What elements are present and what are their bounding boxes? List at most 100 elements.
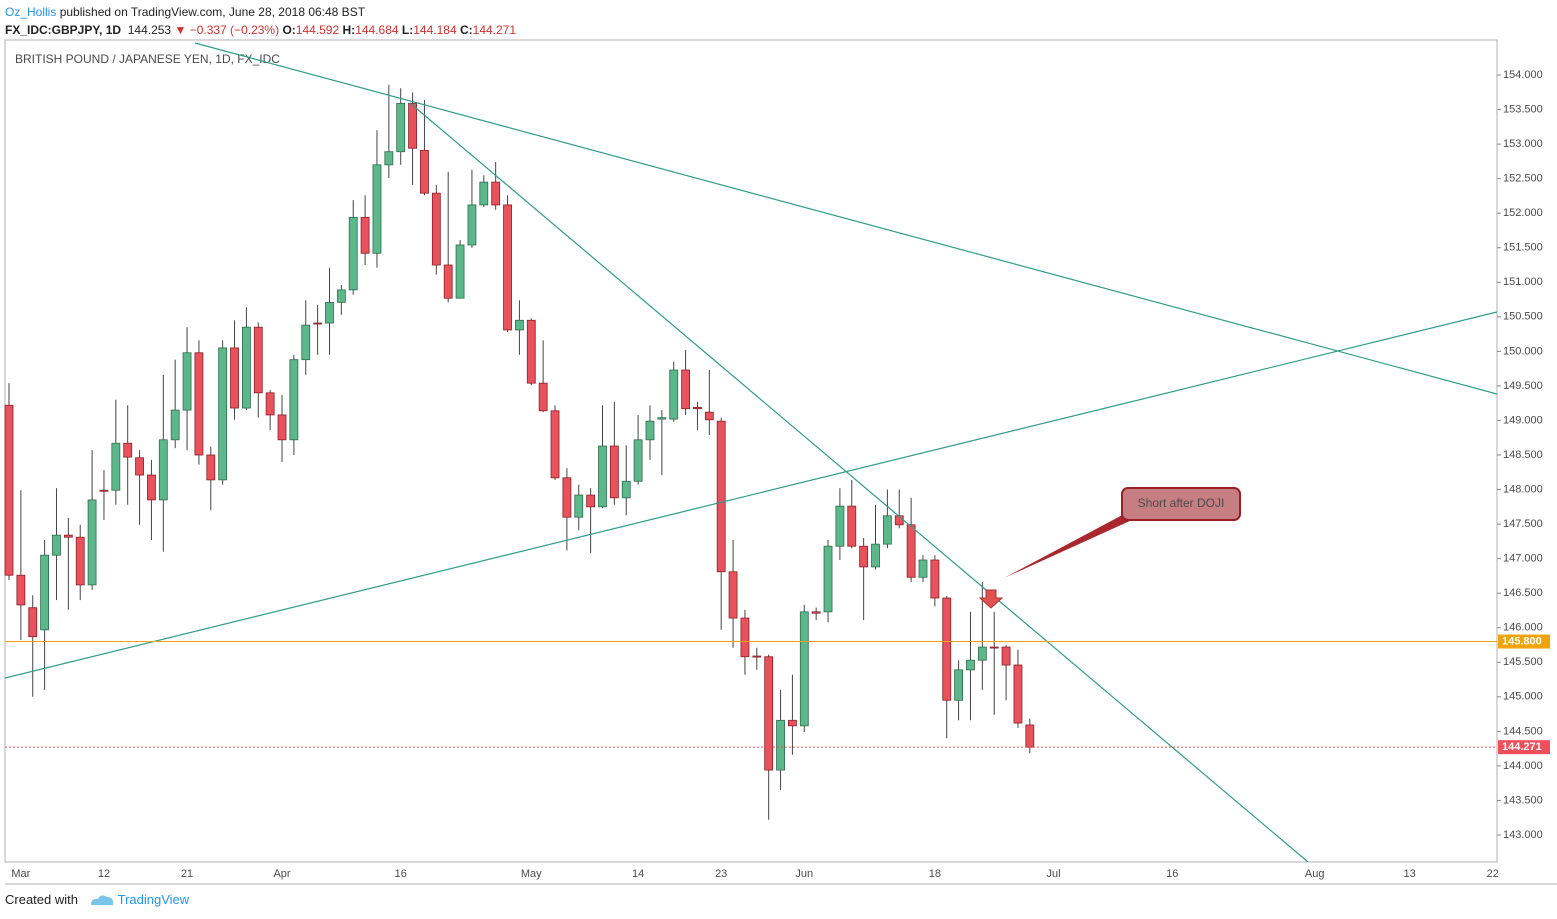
candle-body xyxy=(954,669,963,701)
candle-body xyxy=(681,369,690,410)
y-tick-label: 154.000 xyxy=(1503,69,1543,81)
arrow-down-icon[interactable] xyxy=(978,589,1004,609)
candle-body xyxy=(835,505,845,547)
trendline[interactable] xyxy=(409,102,1309,862)
y-tick-label: 143.500 xyxy=(1503,794,1543,806)
candle-body xyxy=(123,442,133,458)
candle-body xyxy=(918,559,928,578)
candle-body xyxy=(28,607,38,638)
y-tick-label: 145.500 xyxy=(1503,656,1543,668)
logo xyxy=(91,895,114,905)
candle-body xyxy=(135,457,144,476)
candle-body xyxy=(811,611,821,614)
candle-body xyxy=(788,719,797,727)
header-line-2: FX_IDC:GBPJPY, 1D 144.253 ▼ −0.337 (−0.2… xyxy=(5,21,516,39)
created-with: Created with xyxy=(5,892,78,907)
x-tick-label: 13 xyxy=(1404,868,1416,880)
y-tick-label: 147.500 xyxy=(1503,518,1543,530)
change: −0.337 (−0.23%) xyxy=(189,23,280,37)
candle-body xyxy=(4,404,14,576)
candle-body xyxy=(1001,646,1011,666)
x-tick-label: Jul xyxy=(1047,868,1061,880)
candle-body xyxy=(301,324,311,361)
candle-body xyxy=(147,474,156,501)
candle-body xyxy=(99,489,109,492)
logo-cloud xyxy=(91,895,114,905)
level-label: 145.800 xyxy=(1502,635,1542,647)
candle-body xyxy=(859,545,869,568)
candle-body xyxy=(372,164,382,254)
brand[interactable]: TradingView xyxy=(117,892,190,907)
candle-body xyxy=(752,655,762,658)
c-label: C: xyxy=(459,23,473,37)
candle-body xyxy=(515,319,524,331)
l-value: 144.184 xyxy=(413,23,457,37)
y-tick-label: 153.000 xyxy=(1503,138,1543,150)
price: 144.253 xyxy=(127,23,172,37)
candle-body xyxy=(942,597,952,701)
y-tick-label: 150.000 xyxy=(1503,345,1543,357)
candle-body xyxy=(764,656,774,771)
candle-body xyxy=(550,410,560,479)
x-tick-label: 16 xyxy=(395,868,407,880)
candle-body xyxy=(40,554,50,631)
candle-body xyxy=(906,524,916,578)
candle-body xyxy=(479,181,489,206)
candle-body xyxy=(455,244,465,299)
candle-body xyxy=(52,534,61,556)
candle-body xyxy=(609,445,619,499)
candle-body xyxy=(728,571,738,619)
candle-body xyxy=(598,445,607,508)
y-tick-label: 152.500 xyxy=(1503,173,1543,185)
candle-body xyxy=(633,439,643,482)
last-price-box xyxy=(1498,740,1550,755)
candle-body xyxy=(776,719,785,771)
candle-body xyxy=(360,216,370,254)
candle-body xyxy=(325,301,334,324)
x-tick-label: Apr xyxy=(273,868,290,880)
chart-title: BRITISH POUND / JAPANESE YEN, 1D, FX_IDC xyxy=(15,52,280,66)
candle-body xyxy=(336,289,346,303)
y-tick-label: 152.000 xyxy=(1503,207,1543,219)
candle-body xyxy=(194,352,204,456)
y-tick-label: 151.500 xyxy=(1503,242,1543,254)
candle-body xyxy=(182,352,192,411)
y-tick-label: 153.500 xyxy=(1503,103,1543,115)
candle-body xyxy=(1025,724,1035,748)
header: Oz_Hollis published on TradingView.com, … xyxy=(5,3,516,39)
candle-body xyxy=(431,192,441,266)
candle-body xyxy=(313,322,323,325)
callout-text: Short after DOJI xyxy=(1138,496,1225,510)
candle-body xyxy=(503,204,512,331)
candle-body xyxy=(170,409,180,441)
x-tick-label: Jun xyxy=(795,868,813,880)
candle-body xyxy=(467,204,477,246)
trendline[interactable] xyxy=(194,42,1497,395)
candle-body xyxy=(408,102,417,149)
candle-body xyxy=(526,319,536,384)
candle-body xyxy=(111,442,121,491)
candle-body xyxy=(75,536,85,586)
y-tick-label: 148.000 xyxy=(1503,483,1543,495)
trendline[interactable] xyxy=(5,311,1497,679)
candle-body xyxy=(966,659,975,671)
callout-box[interactable] xyxy=(1121,487,1241,521)
x-tick-label: Aug xyxy=(1305,868,1325,880)
level-label-box xyxy=(1498,634,1550,649)
y-tick-label: 143.000 xyxy=(1503,829,1543,841)
y-tick-label: 150.500 xyxy=(1503,311,1543,323)
x-tick-label: 18 xyxy=(929,868,941,880)
author[interactable]: Oz_Hollis xyxy=(5,5,57,19)
x-tick-label: Mar xyxy=(11,868,30,880)
candle-body xyxy=(218,347,228,481)
y-tick-label: 149.000 xyxy=(1503,414,1543,426)
candles xyxy=(4,84,1035,820)
candle-body xyxy=(230,347,239,409)
trendlines xyxy=(5,42,1497,862)
candle-body xyxy=(384,151,394,166)
o-value: 144.592 xyxy=(295,23,340,37)
candle-body xyxy=(657,417,667,420)
symbol: FX_IDC:GBPJPY, 1D xyxy=(5,23,122,37)
candle-body xyxy=(420,149,429,194)
candle-body xyxy=(1013,664,1023,724)
